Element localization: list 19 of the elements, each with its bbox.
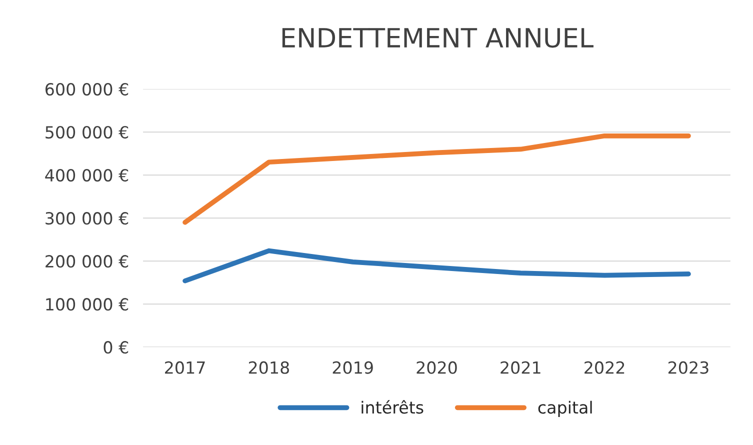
x-tick-label: 2019 — [332, 361, 373, 374]
line-series — [182, 133, 691, 225]
x-tick-label: 2023 — [668, 361, 708, 374]
y-tick-label: 400 000 € — [45, 168, 128, 182]
y-tick-label: 500 000 € — [46, 126, 128, 139]
chart-title: ENDETTEMENT ANNUEL — [282, 28, 594, 48]
y-tick-label: 300 000 € — [46, 212, 128, 225]
y-tick-label: 600 000 € — [46, 82, 128, 96]
x-tick-label: 2017 — [165, 361, 205, 374]
legend-label: intérêts — [362, 400, 424, 414]
y-tick-label: 0 € — [104, 341, 128, 354]
x-tick-label: 2020 — [416, 361, 457, 374]
legend-label: capital — [538, 400, 592, 417]
x-tick-label: 2022 — [584, 361, 624, 374]
y-tick-label: 100 000 € — [46, 298, 128, 311]
x-tick-label: 2021 — [500, 361, 540, 374]
x-tick-label: 2018 — [248, 361, 289, 374]
y-tick-label: 200 000 € — [46, 255, 128, 268]
line-series — [182, 248, 691, 284]
